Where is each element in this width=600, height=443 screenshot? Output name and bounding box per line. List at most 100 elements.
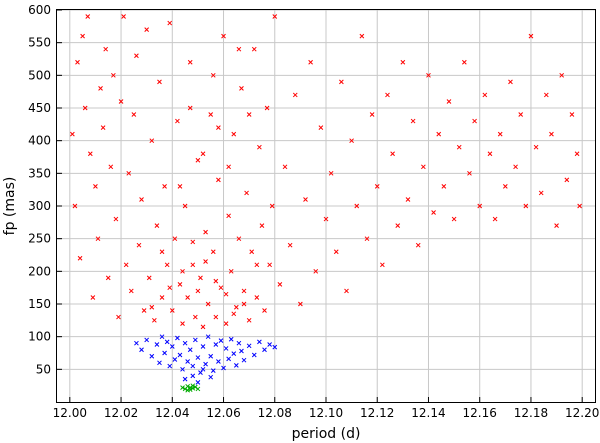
data-point [121,14,126,19]
x-tick-label: 12.02 [104,406,138,420]
data-point [146,275,152,281]
data-point [187,59,193,65]
data-point [328,170,334,176]
data-point [564,177,570,183]
y-tick-label: 400 [28,134,51,148]
data-point [134,340,139,346]
data-point [251,352,257,358]
x-tick-label: 12.00 [53,406,87,420]
data-point [187,105,193,111]
data-point [162,350,167,356]
x-tick-label: 12.18 [514,406,548,420]
data-point [231,131,237,137]
data-point [95,236,101,242]
data-point [144,27,150,32]
data-point [200,324,206,330]
data-point [172,357,178,362]
data-point [559,72,565,78]
data-point [246,317,252,323]
data-point [241,288,247,294]
data-point [70,131,75,137]
data-point [159,295,165,300]
data-point [175,118,180,124]
data-point [339,79,344,85]
data-point [577,203,582,209]
data-point [528,33,534,39]
data-point [216,359,221,364]
data-point [167,20,173,26]
data-point [257,144,262,150]
data-point [228,336,234,342]
data-point [190,373,196,379]
data-point [502,184,508,189]
data-point [98,86,103,91]
data-point [226,164,232,170]
data-point [223,321,229,326]
data-point [85,14,91,19]
data-point [213,342,219,347]
x-tick-label: 12.06 [206,406,240,420]
data-point [441,184,447,189]
data-point [190,363,196,369]
data-point [210,368,216,373]
data-point [269,203,275,209]
data-point [210,249,216,255]
data-point [208,374,214,380]
data-point [93,184,98,189]
data-point [190,262,196,268]
data-point [267,342,272,347]
data-point [249,249,255,255]
data-point [374,184,380,189]
data-point [182,340,188,346]
data-point [128,288,134,294]
data-point [467,170,472,176]
data-point [451,216,457,222]
data-point [200,366,206,372]
data-point [426,72,431,78]
data-point [111,72,116,78]
data-point [221,33,226,39]
data-point [116,314,121,320]
data-point [254,262,260,268]
data-point [420,164,426,170]
data-point [257,339,262,345]
data-point [200,151,206,157]
x-tick-label: 12.08 [258,406,292,420]
data-point [195,380,201,385]
data-point [164,339,170,345]
data-point [298,301,303,307]
data-point [182,376,188,382]
y-tick-label: 500 [28,68,51,82]
data-point [149,304,155,310]
data-point [144,337,150,343]
data-point [82,105,88,111]
data-point [472,118,477,124]
data-point [233,304,239,310]
data-point [159,334,165,340]
data-point [216,125,221,130]
data-point [554,223,559,228]
data-point [141,308,147,313]
data-point [118,99,124,104]
data-point [157,79,162,85]
x-tick-label: 12.20 [565,406,599,420]
data-point [180,321,185,326]
data-point [369,112,375,117]
data-point [354,203,360,209]
data-point [169,344,175,349]
data-point [216,177,221,183]
y-tick-label: 600 [28,3,51,17]
data-point [236,236,242,242]
data-point [162,184,167,189]
data-point [477,203,483,209]
data-point [254,295,260,300]
data-point [313,268,319,274]
data-point [223,346,229,351]
data-point [518,112,524,117]
x-tick-label: 12.16 [463,406,497,420]
data-point [203,361,208,367]
data-point [333,249,339,255]
data-point [190,239,196,245]
x-tick-label: 12.12 [360,406,394,420]
